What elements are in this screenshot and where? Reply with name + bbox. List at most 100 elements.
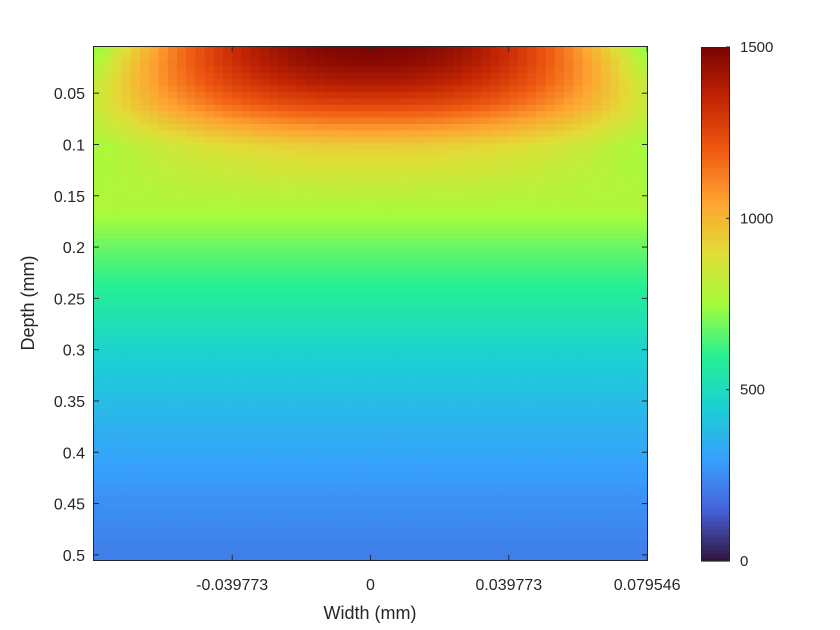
heatmap-cell (527, 547, 537, 555)
heatmap-cell (140, 245, 150, 253)
heatmap-cell (361, 98, 372, 106)
heatmap-cell (628, 53, 639, 61)
heatmap-cell (628, 316, 639, 324)
heatmap-cell (121, 412, 132, 420)
heatmap-cell (453, 245, 464, 253)
heatmap-cell (619, 527, 630, 535)
heatmap-cell (223, 284, 233, 292)
heatmap-cell (241, 66, 252, 74)
heatmap-cell (269, 297, 279, 305)
heatmap-cell (425, 386, 436, 394)
heatmap-cell (296, 188, 307, 196)
heatmap-cell (213, 111, 224, 119)
heatmap-cell (103, 450, 114, 458)
heatmap-cell (545, 239, 556, 247)
heatmap-cell (370, 393, 381, 401)
heatmap-cell (361, 104, 372, 112)
heatmap-cell (223, 162, 233, 170)
heatmap-cell (259, 444, 270, 452)
heatmap-cell (527, 79, 537, 87)
heatmap-cell (398, 175, 408, 183)
heatmap-cell (536, 431, 547, 439)
heatmap-cell (435, 502, 445, 510)
heatmap-cell (278, 444, 289, 452)
colorbar-segment (701, 107, 730, 112)
heatmap-cell (103, 489, 114, 497)
heatmap-cell (94, 98, 104, 106)
heatmap-cell (167, 277, 178, 285)
heatmap-cell (130, 79, 141, 87)
heatmap-cell (305, 200, 316, 208)
heatmap-cell (416, 213, 427, 221)
heatmap-cell (342, 361, 353, 369)
heatmap-cell (296, 309, 307, 317)
colorbar-segment (701, 119, 730, 124)
heatmap-cell (610, 348, 620, 356)
heatmap-cell (195, 168, 206, 176)
heatmap-cell (398, 226, 408, 234)
heatmap-cell (536, 457, 547, 465)
heatmap-cell (619, 393, 630, 401)
heatmap-cell (536, 316, 547, 324)
colorbar-segment (701, 175, 730, 181)
heatmap-cell (167, 220, 178, 228)
heatmap-cell (545, 181, 556, 189)
heatmap-cell (213, 149, 224, 157)
heatmap-cell (545, 329, 556, 337)
heatmap-cell (305, 91, 316, 99)
heatmap-cell (287, 104, 298, 112)
heatmap-cell (269, 175, 279, 183)
heatmap-cell (186, 322, 196, 330)
heatmap-cell (342, 181, 353, 189)
heatmap-cell (94, 156, 104, 164)
heatmap-cell (112, 316, 123, 324)
heatmap-cell (481, 476, 491, 484)
heatmap-cell (195, 130, 206, 138)
heatmap-cell (407, 220, 418, 228)
heatmap-cell (600, 425, 611, 433)
y-tick-label: 0.5 (63, 548, 85, 565)
heatmap-cell (250, 354, 261, 362)
heatmap-cell (536, 309, 547, 317)
heatmap-cell (324, 252, 335, 260)
heatmap-cell (287, 495, 298, 503)
heatmap-cell (425, 213, 436, 221)
heatmap-cell (619, 515, 630, 523)
heatmap-cell (269, 91, 279, 99)
heatmap-cell (444, 457, 455, 465)
heatmap-cell (453, 136, 464, 144)
heatmap-cell (250, 143, 261, 151)
heatmap-cell (619, 463, 630, 471)
heatmap-cell (379, 226, 390, 234)
heatmap-cell (564, 188, 574, 196)
heatmap-cell (121, 309, 132, 317)
heatmap-cell (186, 290, 196, 298)
heatmap-cell (398, 303, 408, 311)
heatmap-cell (435, 66, 445, 74)
heatmap-cell (619, 335, 630, 343)
heatmap-cell (610, 200, 620, 208)
heatmap-cell (508, 431, 519, 439)
heatmap-cell (610, 91, 620, 99)
heatmap-cell (352, 297, 362, 305)
heatmap-cell (324, 265, 335, 273)
heatmap-cell (94, 85, 104, 93)
heatmap-cell (333, 168, 344, 176)
heatmap-cell (379, 194, 390, 202)
heatmap-cell (425, 508, 436, 516)
heatmap-cell (545, 399, 556, 407)
heatmap-cell (223, 386, 233, 394)
heatmap-cell (379, 399, 390, 407)
heatmap-cell (158, 47, 169, 55)
heatmap-cell (204, 271, 215, 279)
heatmap-cell (554, 79, 565, 87)
heatmap-cell (379, 66, 390, 74)
heatmap-cell (398, 527, 408, 535)
heatmap-cell (94, 181, 104, 189)
colorbar-segment (701, 151, 730, 157)
heatmap-cell (232, 156, 243, 164)
heatmap-cell (324, 316, 335, 324)
heatmap-cell (149, 156, 160, 164)
heatmap-cell (361, 322, 372, 330)
heatmap-cell (167, 258, 178, 266)
